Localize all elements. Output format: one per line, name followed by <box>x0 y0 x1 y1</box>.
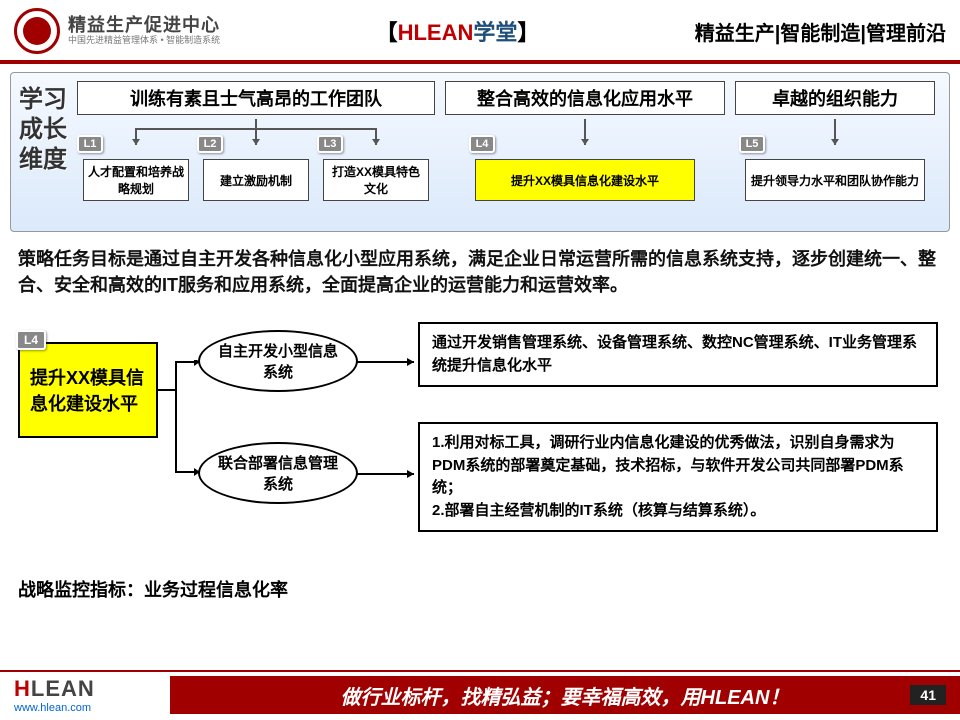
footer-slogan: 做行业标杆，找精弘益；要幸福高效，用HLEAN！ <box>341 681 790 710</box>
footer: HLEAN www.hlean.com 做行业标杆，找精弘益；要幸福高效，用HL… <box>0 670 960 720</box>
connector <box>735 119 935 149</box>
connector <box>77 119 435 149</box>
leaf-box: 打造XX模具特色文化 <box>323 159 429 201</box>
leaf-badge: L2 <box>197 135 223 153</box>
info-box: 通过开发销售管理系统、设备管理系统、数控NC管理系统、IT业务管理系统提升信息化… <box>418 322 938 387</box>
leaf-badge: L1 <box>77 135 103 153</box>
info-line: 2.部署自主经营机制的IT系统（核算与结算系统）。 <box>432 500 924 523</box>
connector-oval1-info1 <box>356 357 426 367</box>
dimension-panel: 学习成长维度 训练有素且士气高昂的工作团队整合高效的信息化应用水平卓越的组织能力… <box>10 72 950 232</box>
oval-node: 联合部署信息管理系统 <box>198 442 358 504</box>
mid-diagram: L4 提升XX模具信息化建设水平 自主开发小型信息系统联合部署信息管理系统 通过… <box>18 322 942 572</box>
leaf-badge: L3 <box>317 135 343 153</box>
focus-badge: L4 <box>16 330 46 350</box>
info-line: 1.利用对标工具，调研行业内信息化建设的优秀做法，识别自身需求为 PDM系统的部… <box>432 432 924 500</box>
footer-brand: HLEAN www.hlean.com <box>0 676 170 714</box>
strategy-description: 策略任务目标是通过自主开发各种信息化小型应用系统，满足企业日常运营所需的信息系统… <box>18 246 942 298</box>
header-right: 精益生产|智能制造|管理前沿 <box>695 17 946 46</box>
top-box: 整合高效的信息化应用水平 <box>445 81 725 115</box>
connector-oval2-info2 <box>356 469 426 479</box>
logo-subtitle: 中国先进精益管理体系 • 智能制造系统 <box>68 36 220 46</box>
leaf-badge: L4 <box>469 135 495 153</box>
top-box: 训练有素且士气高昂的工作团队 <box>77 81 435 115</box>
panel-vertical-label: 学习成长维度 <box>17 85 69 175</box>
footer-bar: 做行业标杆，找精弘益；要幸福高效，用HLEAN！ 41 <box>170 676 960 714</box>
header-center: 【HLEAN学堂】 <box>220 15 695 47</box>
focus-box: L4 提升XX模具信息化建设水平 <box>18 342 158 438</box>
leaf-box: 人才配置和培养战略规划 <box>83 159 189 201</box>
header: 精益生产促进中心 中国先进精益管理体系 • 智能制造系统 【HLEAN学堂】 精… <box>0 0 960 58</box>
oval-node: 自主开发小型信息系统 <box>198 330 358 392</box>
page-number: 41 <box>910 685 946 705</box>
top-box: 卓越的组织能力 <box>735 81 935 115</box>
info-line: 通过开发销售管理系统、设备管理系统、数控NC管理系统、IT业务管理系统提升信息化… <box>432 332 924 377</box>
info-box: 1.利用对标工具，调研行业内信息化建设的优秀做法，识别自身需求为 PDM系统的部… <box>418 422 938 532</box>
logo-title: 精益生产促进中心 <box>68 16 220 36</box>
logo-icon <box>14 8 60 54</box>
kpi-text: 战略监控指标：业务过程信息化率 <box>18 576 942 602</box>
leaf-box: 建立激励机制 <box>203 159 309 201</box>
leaf-badge: L5 <box>739 135 765 153</box>
connector-focus-ovals <box>156 360 206 480</box>
leaf-box: 提升领导力水平和团队协作能力 <box>745 159 925 201</box>
focus-label: 提升XX模具信息化建设水平 <box>30 368 144 414</box>
leaf-box: 提升XX模具信息化建设水平 <box>475 159 695 201</box>
footer-url: www.hlean.com <box>14 702 170 714</box>
header-divider <box>0 60 960 64</box>
logo-block: 精益生产促进中心 中国先进精益管理体系 • 智能制造系统 <box>14 8 220 54</box>
